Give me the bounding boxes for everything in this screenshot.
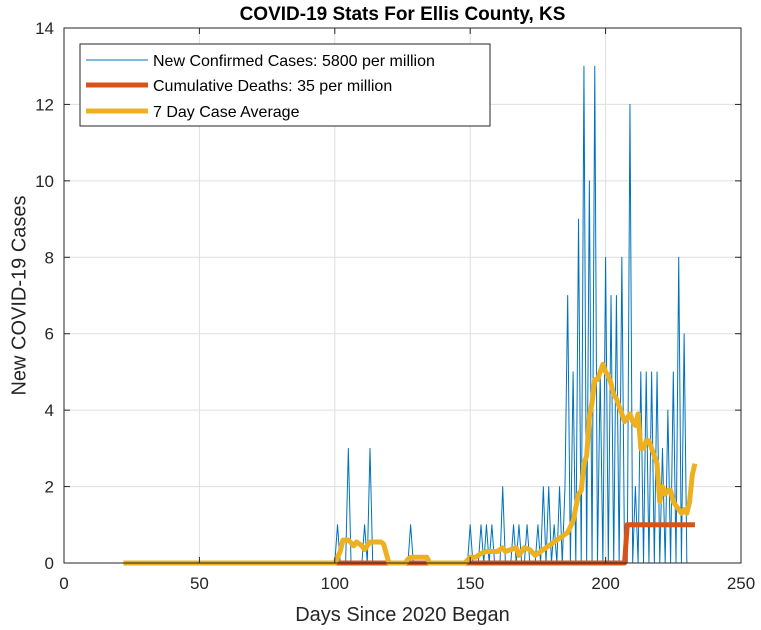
tick-layer: 0 50 100 150 200 250 0 2 4 6 8 10 12 14 — [35, 19, 755, 593]
y-tick-label: 0 — [45, 554, 54, 573]
legend-label-cumulative-deaths: Cumulative Deaths: 35 per million — [153, 78, 392, 95]
legend-label-new-cases: New Confirmed Cases: 5800 per million — [153, 53, 435, 70]
x-tick-label: 0 — [59, 574, 68, 593]
y-tick-label: 12 — [35, 95, 54, 114]
y-axis-label: New COVID-19 Cases — [8, 195, 30, 395]
legend: New Confirmed Cases: 5800 per million Cu… — [79, 43, 491, 127]
y-tick-label: 10 — [35, 172, 54, 191]
chart-title: COVID-19 Stats For Ellis County, KS — [240, 4, 566, 25]
x-tick-label: 250 — [727, 574, 755, 593]
legend-label-7-day-average: 7 Day Case Average — [153, 104, 300, 121]
plot-frame — [63, 27, 742, 564]
y-tick-label: 2 — [45, 478, 54, 497]
x-tick-label: 200 — [591, 574, 619, 593]
x-tick-label: 100 — [321, 574, 349, 593]
x-axis-label: Days Since 2020 Began — [295, 604, 510, 626]
x-tick-label: 50 — [190, 574, 209, 593]
y-tick-label: 4 — [45, 401, 54, 420]
y-tick-label: 14 — [35, 19, 54, 38]
y-tick-label: 6 — [45, 325, 54, 344]
y-tick-label: 8 — [45, 248, 54, 267]
legend-box — [79, 43, 491, 127]
x-tick-label: 150 — [456, 574, 484, 593]
